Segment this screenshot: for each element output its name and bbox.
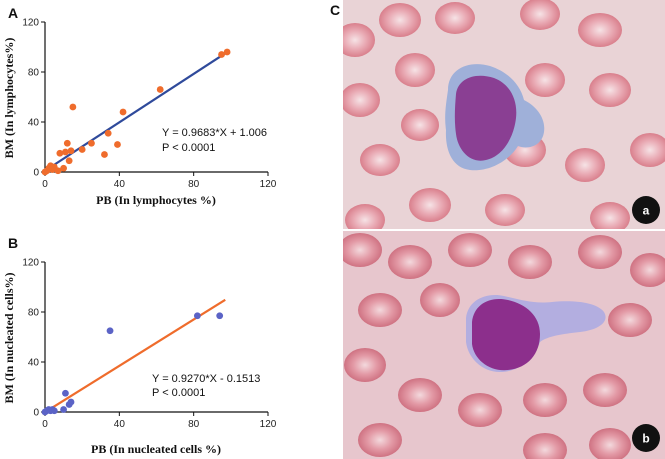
lymphocyte-nucleus-a [454, 75, 517, 161]
y-tick-label: 80 [28, 308, 40, 319]
regression-line-a [44, 52, 226, 172]
data-point [63, 139, 71, 147]
data-point [78, 146, 86, 153]
data-point [67, 398, 75, 406]
y-tick-label: 0 [33, 168, 39, 179]
y-tick-label: 0 [33, 408, 39, 419]
panel-letter-c: C [330, 2, 340, 18]
x-tick-label: 120 [260, 179, 277, 190]
data-point [60, 164, 67, 172]
label-badge-b [632, 424, 660, 452]
y-axis-title-b: BM (In nucleated cells%) [2, 273, 16, 404]
data-point [65, 157, 73, 165]
red-blood-cells-b [343, 233, 665, 459]
x-tick-label: 80 [188, 179, 200, 190]
y-tick-label: 120 [22, 18, 39, 29]
p-value-a: P < 0.0001 [162, 142, 215, 154]
micrograph-a: a [343, 0, 665, 229]
scatter-chart-a: 0 40 80 120 0 40 80 120 Y = 0.9683*X + 1.006 P … [2, 18, 277, 208]
scatter-chart-b: 0 40 80 120 0 40 80 120 Y = 0.9270*X - 0.1513 P… [2, 258, 277, 457]
data-point [223, 48, 231, 56]
data-point [60, 406, 67, 413]
micrograph-b: b [343, 231, 665, 459]
x-tick-label: 40 [114, 419, 126, 430]
equation-a: Y = 0.9683*X + 1.006 [162, 127, 267, 139]
micrograph-label-b: b [642, 432, 649, 446]
data-point [62, 389, 69, 397]
x-tick-label: 0 [42, 179, 48, 190]
data-point [56, 149, 64, 157]
micrograph-label-a: a [643, 204, 650, 218]
data-point [114, 141, 121, 148]
x-tick-label: 40 [114, 179, 126, 190]
data-point [50, 407, 58, 415]
data-point [88, 139, 95, 147]
data-point [193, 312, 201, 320]
data-point [54, 167, 62, 175]
y-tick-label: 120 [22, 258, 39, 269]
x-axis-title-a: PB (In lymphocytes %) [96, 193, 216, 207]
data-point [104, 129, 112, 137]
data-point [156, 86, 164, 93]
y-tick-label: 80 [28, 68, 40, 79]
data-point [216, 312, 224, 320]
y-tick-label: 40 [28, 118, 40, 129]
y-tick-label: 40 [28, 358, 40, 369]
panel-letter-b: B [8, 235, 18, 251]
data-point [218, 51, 225, 58]
regression-line-b [44, 298, 226, 414]
x-tick-label: 0 [42, 419, 48, 430]
x-axis-title-b: PB (In nucleated cells %) [91, 442, 221, 456]
label-badge-a [632, 196, 660, 224]
x-tick-label: 80 [188, 419, 200, 430]
data-point [67, 147, 75, 155]
y-axis-title-a: BM (In lymphocytes%) [2, 38, 16, 159]
panel-letter-a: A [8, 5, 18, 21]
data-point [106, 327, 114, 335]
equation-b: Y = 0.9270*X - 0.1513 [152, 373, 260, 385]
data-point [62, 148, 69, 156]
red-blood-cells-a [343, 0, 665, 229]
data-point [69, 103, 77, 111]
data-point [101, 151, 108, 158]
lymphocyte-nucleus-b [472, 298, 540, 371]
x-tick-label: 120 [260, 419, 277, 430]
p-value-b: P < 0.0001 [152, 387, 205, 399]
data-point [119, 108, 127, 116]
